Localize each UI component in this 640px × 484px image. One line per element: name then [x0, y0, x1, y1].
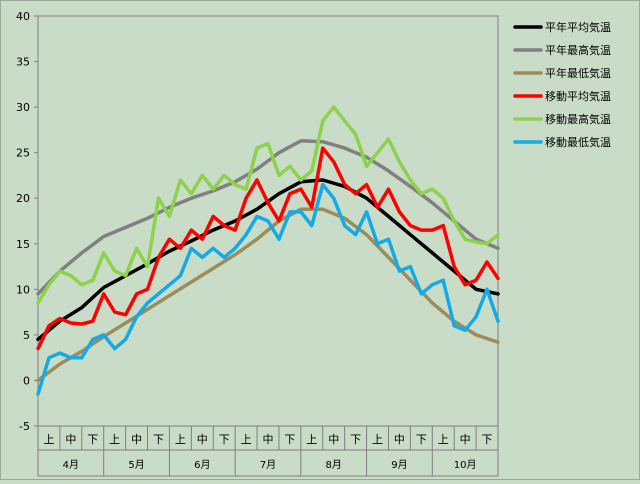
legend-label: 平年最低気温	[545, 66, 611, 80]
y-tick-label: 30	[16, 101, 30, 114]
y-tick-label: 5	[23, 329, 30, 342]
x-period-label: 上	[306, 433, 317, 446]
legend-label: 移動最低気温	[545, 135, 611, 149]
y-tick-label: 35	[16, 56, 30, 69]
x-period-label: 下	[416, 433, 427, 446]
x-month-label: 4月	[63, 459, 79, 471]
x-period-label: 中	[131, 433, 142, 446]
x-period-label: 上	[175, 433, 186, 446]
x-month-label: 8月	[326, 459, 342, 471]
x-period-label: 上	[109, 433, 120, 446]
legend-label: 移動平均気温	[545, 89, 611, 103]
x-period-label: 中	[394, 433, 405, 446]
x-period-label: 中	[263, 433, 274, 446]
x-period-label: 下	[153, 433, 164, 446]
x-period-label: 上	[43, 433, 54, 446]
x-period-label: 上	[438, 433, 449, 446]
legend-label: 平年平均気温	[545, 20, 611, 34]
x-period-label: 中	[460, 433, 471, 446]
y-tick-label: 15	[16, 238, 30, 251]
x-period-label: 中	[328, 433, 339, 446]
x-period-label: 下	[219, 433, 230, 446]
x-period-label: 中	[65, 433, 76, 446]
x-month-label: 6月	[194, 459, 210, 471]
series-line-4	[36, 146, 500, 351]
x-period-label: 下	[482, 433, 493, 446]
legend-label: 平年最高気温	[545, 43, 611, 57]
legend-label: 移動最高気温	[545, 112, 611, 126]
y-tick-label: 40	[16, 10, 30, 23]
x-axis: 上中下上中下上中下上中下上中下上中下上中下4月 5月 6月 7月 8月 9月 10月	[37, 426, 499, 477]
x-month-label: 5月	[128, 459, 144, 471]
x-month-label: 10月	[454, 459, 477, 471]
series-line-5	[36, 105, 500, 305]
y-axis: -5 0 5 10 15 20 25 30 35 40	[16, 10, 38, 433]
x-period-label: 上	[372, 433, 383, 446]
x-period-label: 中	[197, 433, 208, 446]
x-month-label: 9月	[391, 459, 407, 471]
x-period-label: 下	[87, 433, 98, 446]
x-period-label: 下	[284, 433, 295, 446]
series-line-6	[36, 182, 500, 396]
y-tick-label: 10	[16, 283, 30, 296]
x-period-label: 下	[350, 433, 361, 446]
y-tick-label: 20	[16, 192, 30, 205]
x-month-label: 7月	[260, 459, 276, 471]
series-lines	[36, 105, 500, 396]
y-tick-label: 0	[23, 374, 30, 387]
y-tick-label: -5	[19, 420, 30, 433]
y-tick-label: 25	[16, 147, 30, 160]
x-period-label: 上	[241, 433, 252, 446]
